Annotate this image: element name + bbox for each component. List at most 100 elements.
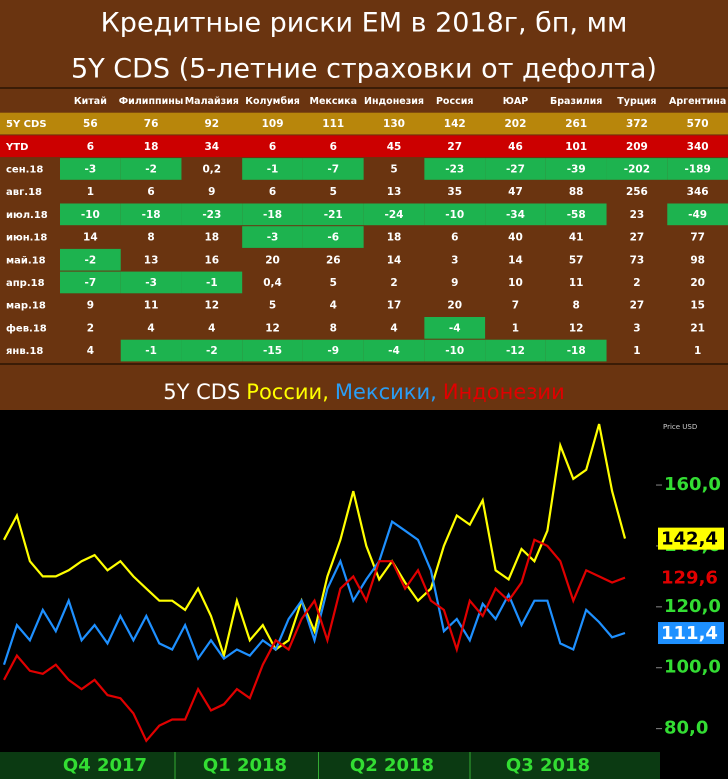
cell: 6 <box>330 141 337 153</box>
negative-cell <box>545 339 607 362</box>
cell: 20 <box>690 277 705 289</box>
negative-cell <box>120 339 182 362</box>
negative-cell <box>60 158 121 180</box>
cell: 6 <box>451 232 458 244</box>
column-header: Колумбия <box>245 96 300 107</box>
column-header: Китай <box>74 96 107 107</box>
cell: 13 <box>387 186 402 198</box>
cell: -18 <box>567 345 586 357</box>
cell: 13 <box>144 254 159 266</box>
cell: 27 <box>630 300 645 312</box>
cell: -18 <box>142 209 161 221</box>
cell: -189 <box>684 163 710 175</box>
series-line <box>3 538 626 743</box>
cell: 27 <box>447 141 462 153</box>
subtitle: 5Y CDS (5-летние страховки от дефолта) <box>71 54 657 85</box>
negative-cell <box>242 226 303 248</box>
cell: 4 <box>87 345 94 357</box>
row-label: фев.18 <box>6 322 47 334</box>
cell: 21 <box>690 322 705 334</box>
negative-cell <box>181 203 243 226</box>
cell: 209 <box>626 141 648 153</box>
cell: 7 <box>512 300 519 312</box>
cell: -3 <box>267 232 279 244</box>
negative-cell <box>120 271 182 294</box>
cell: 4 <box>147 322 154 334</box>
table: Китай Филиппины Малайзия Колумбия Мексика Инд… <box>0 96 728 362</box>
cell: -23 <box>202 209 221 221</box>
cell: 8 <box>147 232 154 244</box>
x-tick-label: Q3 2018 <box>506 755 590 776</box>
negative-cell <box>242 339 303 362</box>
cell: 109 <box>262 118 284 130</box>
negative-cell <box>363 339 425 362</box>
series-line <box>3 423 627 660</box>
cell: 27 <box>630 232 645 244</box>
row-label: 5Y CDS <box>6 119 47 130</box>
cell: 11 <box>569 277 584 289</box>
title-part: Индонезии <box>443 380 565 404</box>
cell: 12 <box>205 300 220 312</box>
cell: 18 <box>205 232 220 244</box>
column-header: Аргентина <box>669 96 726 107</box>
cell: 346 <box>687 186 709 198</box>
cell: 12 <box>569 322 584 334</box>
row-label: авг.18 <box>6 187 42 198</box>
cell: 20 <box>265 254 280 266</box>
row-label: YTD <box>5 142 28 153</box>
negative-cell <box>667 158 728 180</box>
cell: -49 <box>688 209 707 221</box>
end-label-box <box>658 622 724 645</box>
cell: 14 <box>83 232 98 244</box>
cell: 0,4 <box>263 277 282 289</box>
negative-cell <box>485 339 546 362</box>
negative-cell <box>485 158 546 180</box>
y-tick-label: 80,0 <box>664 718 708 739</box>
cell: -21 <box>324 209 343 221</box>
cell: -3 <box>85 163 97 175</box>
column-header: ЮАР <box>503 96 529 107</box>
row-label: июн.18 <box>6 233 47 244</box>
negative-cell <box>60 203 121 226</box>
cell: 26 <box>326 254 341 266</box>
title-part: 5Y CDS <box>163 380 240 404</box>
x-axis-bar <box>0 752 660 779</box>
cell: -34 <box>506 209 525 221</box>
cell: 57 <box>569 254 584 266</box>
cell: 340 <box>687 141 709 153</box>
negative-cell <box>181 271 243 294</box>
negative-cell <box>302 203 364 226</box>
row-band <box>0 135 728 158</box>
axis-label: Price USD <box>663 423 697 431</box>
end-label-box <box>658 566 724 589</box>
negative-cell <box>302 158 364 180</box>
cell: 16 <box>205 254 220 266</box>
cell: 4 <box>208 322 215 334</box>
y-tick-label: 100,0 <box>664 657 721 678</box>
cell: 46 <box>508 141 523 153</box>
negative-cell <box>302 339 364 362</box>
cell: -1 <box>206 277 218 289</box>
cell: 2 <box>390 277 397 289</box>
negative-cell <box>242 158 303 180</box>
cell: 9 <box>87 300 94 312</box>
cell: -10 <box>445 209 464 221</box>
cell: 5 <box>269 300 276 312</box>
cell: -9 <box>327 345 339 357</box>
cell: 6 <box>147 186 154 198</box>
cell: -3 <box>145 277 157 289</box>
cell: 1 <box>633 345 640 357</box>
cell: -2 <box>85 254 97 266</box>
cell: 202 <box>504 118 526 130</box>
cell: -1 <box>267 163 279 175</box>
column-header: Бразилия <box>550 96 602 107</box>
cell: 570 <box>687 118 709 130</box>
cell: 130 <box>383 118 405 130</box>
negative-cell <box>424 339 486 362</box>
cell: 10 <box>508 277 523 289</box>
cell: 23 <box>630 209 645 221</box>
cell: -202 <box>624 163 650 175</box>
cell: -23 <box>445 163 464 175</box>
cell: -6 <box>327 232 339 244</box>
